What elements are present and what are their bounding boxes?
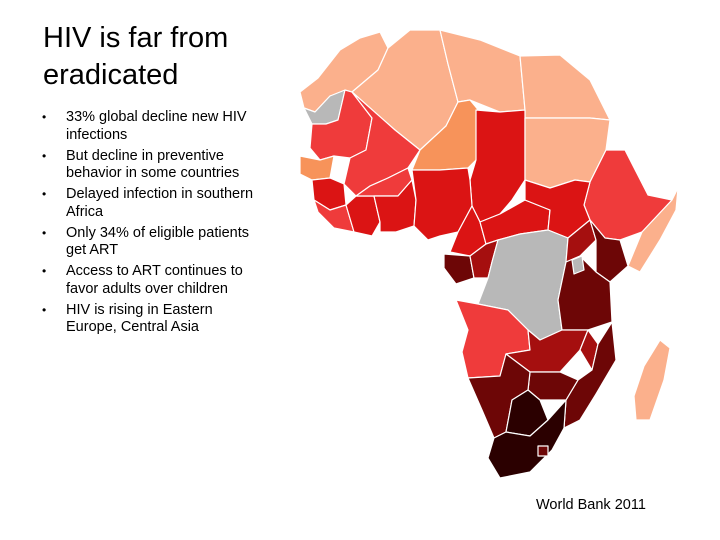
region-somalia [627, 187, 679, 273]
region-uganda [565, 219, 597, 263]
africa-hiv-map [299, 29, 679, 479]
slide-title: HIV is far from eradicated [43, 22, 229, 91]
bullet-list: • 33% global decline new HIV infections •… [42, 109, 257, 340]
region-madagascar [633, 339, 671, 421]
bullet-text: Delayed infection in southern Africa [66, 186, 254, 220]
region-lake-victoria [571, 255, 585, 275]
region-zambia [505, 329, 589, 373]
bullet-item: • But decline in preventive behavior in s… [42, 148, 257, 183]
bullet-item: • 33% global decline new HIV infections [42, 109, 257, 144]
bullet-item: • Delayed infection in southern Africa [42, 186, 257, 221]
bullet-item: • HIV is rising in Eastern Europe, Centra… [42, 302, 257, 337]
bullet-text: Only 34% of eligible patients get ART [66, 224, 249, 259]
region-gabon [443, 253, 475, 285]
region-kenya [589, 219, 629, 283]
bullet-text: Access to ART continues to favor adults … [66, 263, 243, 297]
bullet-text: 33% global decline new HIV infections [66, 109, 247, 143]
bullet-text: HIV is rising in Eastern Europe, Central… [66, 301, 213, 336]
source-caption: World Bank 2011 [536, 497, 646, 513]
bullet-text: But decline in preventive behavior in so… [66, 147, 240, 182]
region-south-africa [487, 399, 567, 479]
bullet-marker: • [42, 225, 47, 240]
bullet-item: • Only 34% of eligible patients get ART [42, 225, 257, 260]
bullet-marker: • [42, 302, 47, 317]
bullet-item: • Access to ART continues to favor adults… [42, 263, 257, 298]
bullet-marker: • [42, 264, 47, 278]
region-lesotho [537, 445, 549, 457]
region-egypt [519, 54, 611, 121]
bullet-marker: • [42, 187, 47, 201]
bullet-marker: • [42, 148, 47, 163]
bullet-marker: • [42, 110, 47, 124]
region-senegal [299, 155, 335, 181]
